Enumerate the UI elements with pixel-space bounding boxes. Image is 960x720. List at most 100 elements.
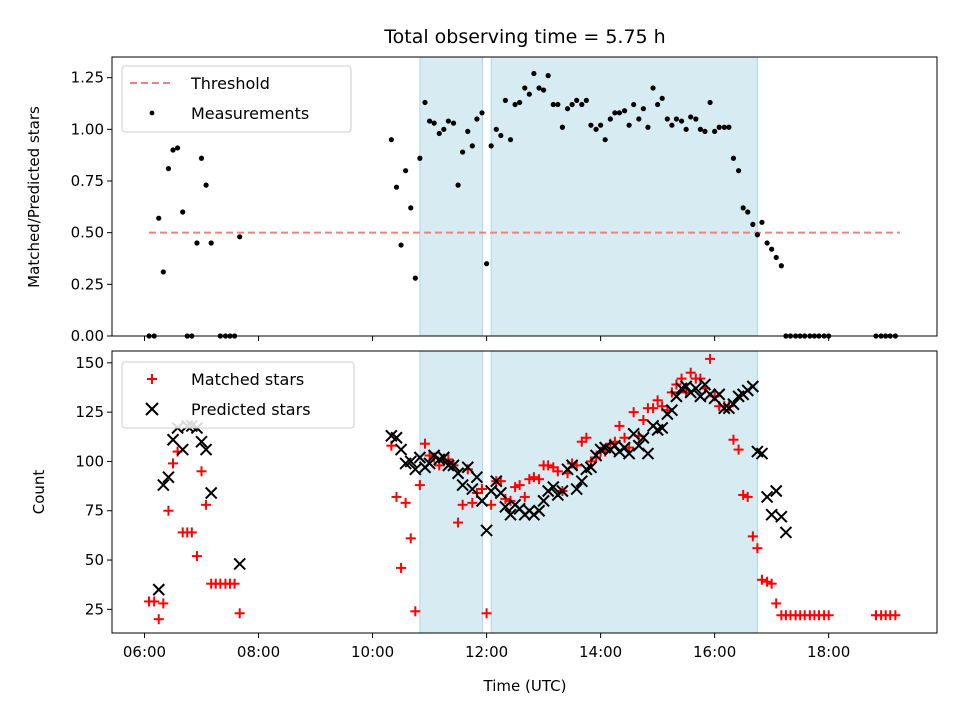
legend-threshold-label: Threshold [190,74,270,93]
predicted-star-point [584,461,598,474]
measurement-point [712,128,718,134]
measurement-point [740,205,746,211]
matched-star-point [153,614,164,625]
predicted-star-point [760,490,774,504]
matched-star-point [823,610,834,621]
predicted-star-point [532,504,546,517]
measurement-point [631,101,637,108]
matched-star-point [614,420,625,431]
measurement-point [512,101,518,108]
matched-star-point [229,578,240,589]
predicted-star-point [233,557,246,571]
matched-star-point [486,499,497,510]
measurement-point [194,240,200,246]
measurement-point [745,209,751,215]
y-tick-label: 75 [85,502,104,520]
measurement-point [469,143,475,149]
predicted-star-point [627,427,640,441]
measurement-point [426,118,433,124]
measurement-point [593,126,599,132]
chart-title: Total observing time = 5.75 h [383,26,665,48]
predicted-star-point [390,431,403,444]
bottom-legend: Matched stars Predicted stars [121,361,355,429]
measurement-point [545,73,551,79]
matched-star-point [652,395,663,406]
predicted-star-point [698,378,712,391]
y-tick-label: 0.25 [71,275,104,293]
measurement-point [540,87,547,93]
measurement-point [526,91,532,97]
predicted-star-point [466,482,479,496]
measurement-point [441,126,447,132]
measurement-point [208,240,214,246]
matched-star-point [519,491,530,502]
bottom-axes-frame [111,350,938,634]
predicted-star-point [451,467,465,480]
measurement-point [455,182,461,188]
matched-star-point [414,480,425,491]
measurement-point [403,168,409,174]
matched-star-point [405,533,416,544]
measurement-point [502,97,509,103]
measurement-point [645,124,651,130]
matched-star-point [638,415,649,426]
measurement-point [688,114,694,120]
measurement-point [517,99,523,106]
x-axis-label: Time (UTC) [483,677,567,695]
predicted-star-point [394,443,408,456]
y-tick-label: 125 [75,403,104,421]
matched-star-point [400,497,411,508]
measurement-point [612,110,618,116]
matched-star-point [420,438,431,449]
bottom-panel: 25 50 75 100 125 150 06:00 08:00 10:00 12:00 14:0… [30,350,938,695]
predicted-star-point [176,443,189,456]
predicted-star-point [413,451,427,464]
measurement-point [488,143,494,149]
measurement-point [707,99,713,106]
matched-star-point [552,466,563,477]
matched-star-point [728,434,739,445]
predicted-star-point [727,398,740,411]
predicted-star-point [770,484,783,498]
measurement-point [650,85,656,91]
measurement-point [474,116,480,122]
predicted-star-point [775,510,788,523]
measurement-point [422,99,428,106]
measurement-point [569,101,575,108]
matched-star-point [457,499,468,510]
predicted-star-point [475,494,489,508]
measurement-point [408,205,414,211]
legend-measurements-label: Measurements [191,104,309,123]
measurement-point [180,209,186,215]
predicted-star-point [565,459,579,472]
measurement-point [759,219,765,225]
top-x-ticks [143,336,830,341]
bottom-x-ticks: 06:00 08:00 10:00 12:00 14:00 16:00 18:00 [123,633,850,661]
measurement-point [602,137,608,143]
predicted-star-point [404,455,417,468]
measurement-point [445,118,451,124]
matched-star-point [467,497,478,508]
predicted-star-point [494,486,508,500]
measurement-point [721,124,727,130]
y-tick-label: 0.00 [71,327,104,345]
measurement-point [550,101,556,108]
matched-star-point [528,472,539,483]
predicted-star-point [480,524,493,537]
predicted-star-point [166,433,180,446]
measurement-point [730,155,737,161]
predicted-star-point [470,471,484,484]
predicted-star-point [162,471,175,484]
measurement-point [431,120,437,126]
predicted-star-point [665,403,679,417]
measurement-point [393,184,400,190]
matched-star-point [705,353,716,364]
matched-star-point [514,480,525,491]
predicted-star-point [637,431,650,444]
measurement-point [170,147,176,153]
matched-star-point [628,407,639,418]
measurement-point [388,137,394,143]
x-tick-label: 12:00 [465,643,508,661]
x-tick-label: 10:00 [351,643,394,661]
x-tick-label: 06:00 [123,643,166,661]
